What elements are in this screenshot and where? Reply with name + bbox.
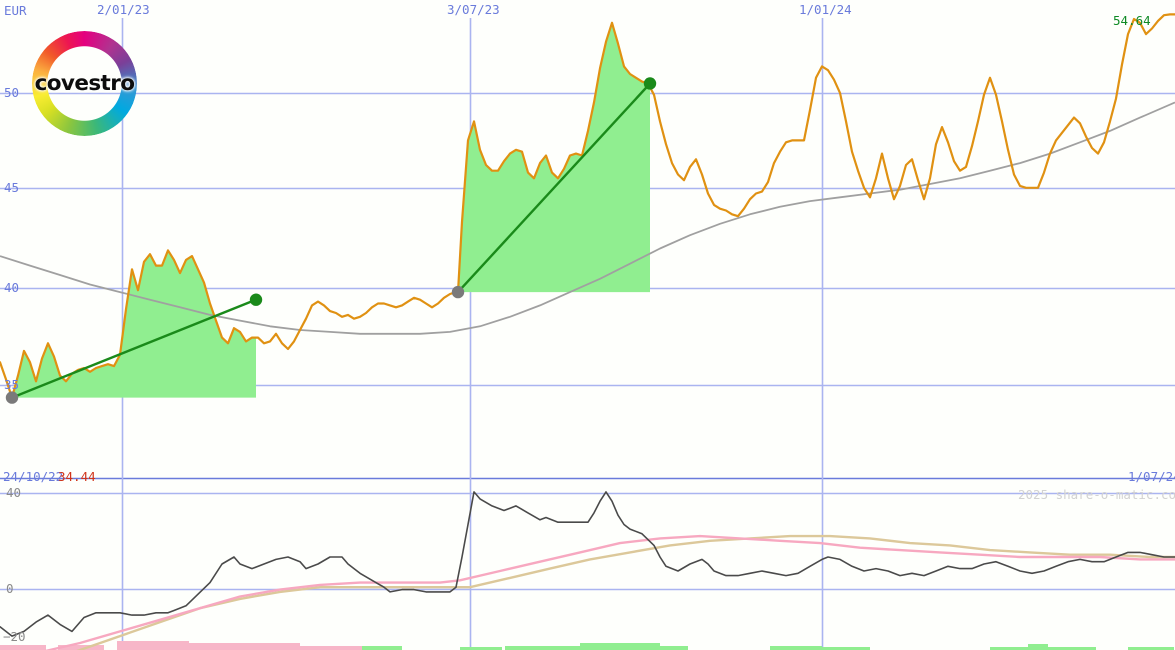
price-tick-50: 50 — [4, 85, 20, 100]
covestro-ring-icon — [32, 31, 137, 136]
trend-endpoint-markers — [5, 77, 657, 404]
covestro-logo: covestro — [32, 31, 137, 136]
range-end-date: 1/07/24 — [1128, 469, 1175, 484]
price-tick-40: 40 — [4, 280, 20, 295]
range-start-date: 24/10/22 — [3, 469, 64, 484]
price-tick-35: 35 — [4, 377, 20, 392]
date-tick-2: 3/07/23 — [447, 2, 500, 17]
trend-shaded-regions — [12, 22, 650, 398]
last-price-value: 54.64 — [1113, 13, 1151, 28]
date-tick-3: 1/01/24 — [799, 2, 852, 17]
indicator-tick-0: 0 — [6, 581, 14, 596]
price-tick-45: 45 — [4, 180, 20, 195]
watermark: 2025 share-o-matic.com — [1018, 487, 1175, 502]
indicator-series — [0, 491, 1175, 650]
date-tick-1: 2/01/23 — [97, 2, 150, 17]
range-start-value: 34.44 — [58, 469, 96, 484]
indicator-tick-neg20: −20 — [3, 629, 26, 644]
indicator-histogram — [0, 641, 1174, 650]
indicator-tick-40: 40 — [6, 485, 22, 500]
price-series — [0, 13, 1175, 399]
currency-label: EUR — [4, 3, 27, 18]
covestro-wordmark: covestro — [34, 71, 135, 96]
